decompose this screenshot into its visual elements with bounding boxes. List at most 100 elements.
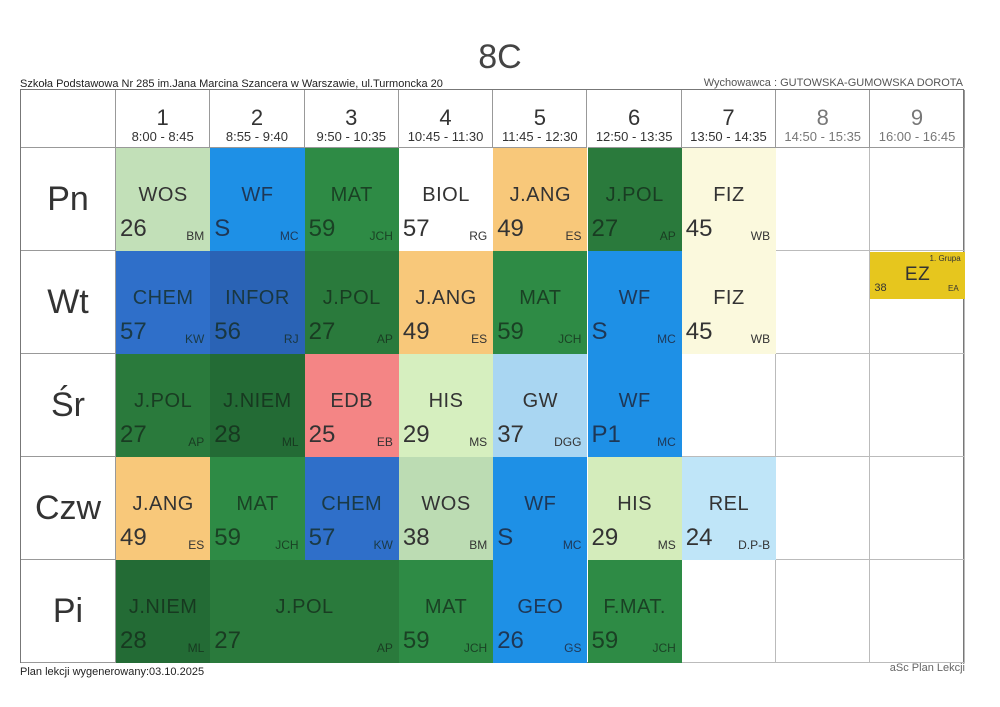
subject-label: MAT (519, 287, 562, 309)
subject-label: J.NIEM (128, 596, 198, 618)
lesson-cell[interactable]: J.POL 27 AP (116, 354, 211, 457)
subject-label: BIOL (422, 184, 470, 206)
subject-label: FIZ (713, 184, 745, 206)
teacher-code: ES (565, 229, 582, 243)
room-number: S (497, 524, 514, 551)
subject-label: GEO (517, 596, 564, 618)
room-number: 59 (497, 318, 524, 345)
teacher-code: MS (469, 435, 488, 449)
period-time: 8:00 - 8:45 (131, 129, 194, 144)
teacher-code: MC (657, 332, 676, 346)
lesson-cell[interactable]: CHEM 57 KW (116, 251, 211, 354)
room-number: 26 (120, 215, 147, 242)
lesson-cell[interactable]: HIS 29 MS (587, 457, 682, 560)
lesson-cell[interactable]: REL 24 D.P-B (681, 457, 777, 560)
teacher-code: D.P-B (738, 538, 771, 552)
subject-label: J.POL (275, 596, 334, 618)
period-time: 8:55 - 9:40 (225, 129, 289, 144)
period-header: 1 8:00 - 8:45 (116, 90, 211, 148)
lesson-cell[interactable]: J.POL 27 AP (210, 560, 399, 663)
period-number: 9 (910, 105, 924, 130)
period-time: 14:50 - 15:35 (784, 129, 862, 144)
period-header: 8 14:50 - 15:35 (776, 90, 871, 148)
teacher-code: KW (184, 332, 205, 346)
lesson-cell[interactable]: GW 37 DGG (493, 354, 588, 457)
lesson-cell[interactable]: EZ 38 EA 1. Grupa (870, 252, 965, 299)
lesson-cell[interactable]: FIZ 45 WB (681, 148, 777, 251)
teacher-code: AP (188, 435, 205, 449)
subject-label: WF (618, 287, 651, 309)
teacher-code: AP (659, 229, 676, 243)
subject-label: EDB (330, 390, 374, 412)
period-time: 10:45 - 11:30 (407, 129, 484, 144)
subject-label: HIS (428, 390, 464, 412)
teacher-code: WB (750, 229, 771, 243)
teacher-code: EB (376, 435, 393, 449)
period-number: 2 (250, 105, 264, 130)
period-number: 7 (722, 105, 735, 130)
lesson-cell[interactable]: J.NIEM 28 ML (116, 560, 211, 663)
lesson-cell[interactable]: WF S MC (587, 251, 682, 354)
lesson-cell[interactable]: FIZ 45 WB (681, 251, 777, 354)
lesson-cell[interactable]: BIOL 57 RG (398, 148, 494, 251)
teacher-code: BM (186, 229, 205, 243)
room-number: 37 (497, 421, 524, 448)
lesson-cell[interactable]: WF S MC (493, 457, 588, 560)
lesson-cell[interactable]: WOS 26 BM (116, 148, 211, 251)
day-label: Śr (21, 354, 116, 457)
room-number: 49 (402, 318, 430, 345)
teacher-code: MC (657, 435, 676, 449)
subject-label: CHEM (132, 287, 194, 309)
teacher-code: ES (471, 332, 488, 346)
period-header: 7 13:50 - 14:35 (681, 90, 777, 148)
lesson-cell[interactable]: HIS 29 MS (398, 354, 494, 457)
room-number: 25 (308, 421, 336, 448)
lesson-cell[interactable]: J.ANG 49 ES (116, 457, 211, 560)
room-number: 57 (402, 215, 430, 242)
generated-date: Plan lekcji wygenerowany:03.10.2025 (20, 666, 205, 678)
room-number: P1 (591, 421, 621, 448)
lesson-cell[interactable]: F.MAT. 59 JCH (587, 560, 682, 663)
lesson-cell[interactable]: GEO 26 GS (493, 560, 588, 663)
teacher-code: GS (564, 641, 582, 655)
teacher-code: MC (562, 538, 582, 552)
lesson-cell[interactable]: CHEM 57 KW (304, 457, 399, 560)
room-number: 27 (214, 627, 241, 654)
period-time: 11:45 - 12:30 (502, 129, 578, 144)
lesson-cell[interactable]: J.POL 27 AP (587, 148, 682, 251)
lesson-cell[interactable]: MAT 59 JCH (304, 148, 399, 251)
lesson-cell[interactable]: WOS 38 BM (398, 457, 494, 560)
lesson-cell[interactable]: MAT 59 JCH (210, 457, 305, 560)
teacher-code: RG (469, 229, 488, 243)
lesson-cell[interactable]: MAT 59 JCH (493, 251, 588, 354)
subject-label: J.POL (322, 287, 381, 309)
lesson-cell[interactable]: EDB 25 EB (304, 354, 399, 457)
lesson-cell[interactable]: WF S MC (210, 148, 305, 251)
teacher-code: MS (657, 538, 676, 552)
timetable-cell (681, 354, 777, 457)
timetable-cell (870, 148, 965, 251)
lesson-cell[interactable]: MAT 59 JCH (398, 560, 494, 663)
lesson-cell[interactable]: WF P1 MC (587, 354, 682, 457)
room-number: 28 (120, 627, 147, 654)
lesson-cell[interactable]: INFOR 56 RJ (210, 251, 305, 354)
subject-label: WOS (421, 493, 471, 515)
lesson-cell[interactable]: J.ANG 49 ES (398, 251, 494, 354)
lesson-cell[interactable]: J.ANG 49 ES (493, 148, 588, 251)
subject-label: INFOR (225, 287, 290, 309)
room-number: 59 (308, 215, 336, 242)
room-number: 29 (402, 421, 430, 448)
room-number: 57 (308, 524, 336, 551)
room-number: 45 (685, 318, 713, 345)
subject-label: WF (618, 390, 651, 412)
period-number: 4 (439, 105, 452, 130)
period-number: 1 (156, 105, 169, 130)
timetable-grid: 1 8:00 - 8:45 2 8:55 - 9:40 3 9:50 - 10:35 4 10… (20, 89, 965, 663)
period-header: 6 12:50 - 13:35 (587, 90, 682, 148)
room-number: 59 (214, 524, 241, 551)
room-number: 49 (120, 524, 147, 551)
subject-label: WF (524, 493, 557, 515)
timetable-cell (870, 354, 965, 457)
lesson-cell[interactable]: J.NIEM 28 ML (210, 354, 305, 457)
lesson-cell[interactable]: J.POL 27 AP (304, 251, 399, 354)
